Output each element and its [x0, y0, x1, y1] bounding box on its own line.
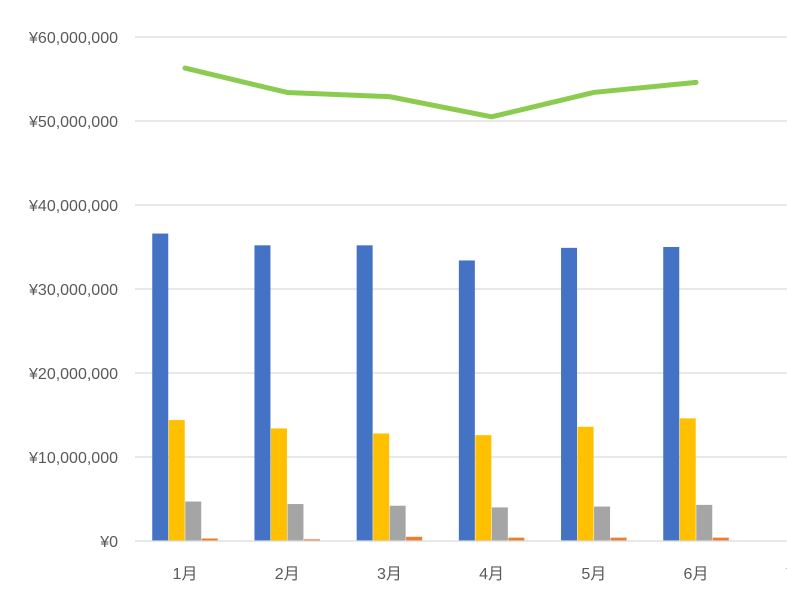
x-tick-label: 3月: [377, 566, 402, 583]
series-line: [182, 65, 699, 120]
bar: [168, 420, 185, 541]
bar: [663, 247, 680, 541]
bar: [508, 537, 525, 541]
bar: [406, 536, 423, 541]
y-tick-label: ¥30,000,000: [28, 282, 118, 299]
y-tick-label: ¥60,000,000: [28, 30, 118, 47]
y-tick-label: ¥50,000,000: [28, 114, 118, 131]
x-tick-label: 7月: [786, 566, 787, 583]
bar: [561, 247, 578, 541]
bar: [389, 505, 406, 541]
y-tick-label: ¥40,000,000: [28, 198, 118, 215]
y-tick-label: ¥0: [99, 534, 118, 551]
y-axis-ticks: ¥0 ¥10,000,000 ¥20,000,000 ¥30,000,000 ¥40,0…: [28, 30, 118, 551]
bar: [577, 426, 594, 541]
x-tick-label: 6月: [684, 566, 709, 583]
x-tick-label: 5月: [581, 566, 606, 583]
x-tick-label: 4月: [479, 566, 504, 583]
x-tick-label: 2月: [275, 566, 300, 583]
bar: [679, 418, 696, 541]
bar: [491, 507, 508, 541]
bar: [356, 245, 373, 541]
bar: [270, 428, 287, 541]
bar: [458, 260, 475, 541]
line-series: [182, 65, 699, 120]
bar: [254, 245, 271, 541]
bar: [303, 539, 320, 541]
x-axis-ticks: 1月 2月 3月 4月 5月 6月 7月: [173, 566, 787, 583]
bar: [287, 504, 304, 541]
bar: [152, 233, 169, 541]
y-tick-label: ¥10,000,000: [28, 450, 118, 467]
bar: [185, 501, 202, 541]
bar: [373, 433, 390, 541]
y-tick-label: ¥20,000,000: [28, 366, 118, 383]
bar: [610, 537, 627, 541]
bar: [712, 537, 729, 541]
x-tick-label: 1月: [173, 566, 198, 583]
bar: [475, 435, 492, 541]
bar: [696, 504, 713, 541]
bars: [152, 233, 729, 541]
bar: [201, 538, 218, 541]
bar: [594, 506, 611, 541]
